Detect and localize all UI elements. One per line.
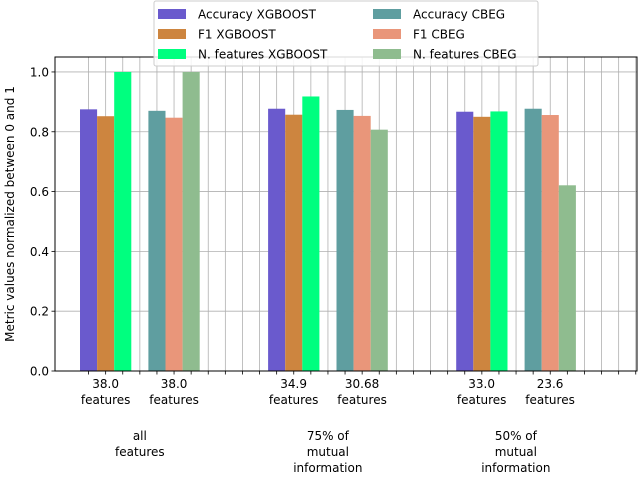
y-tick-label: 0.6: [30, 185, 49, 199]
bar-cbeg-accuracy: [336, 109, 354, 371]
x-tick-label-cbeg: 30.68 features: [337, 377, 387, 407]
bar-xgboost-f1: [473, 116, 491, 371]
bar-xgboost-n-features: [114, 71, 132, 371]
legend-swatch: [158, 9, 186, 19]
bar-cbeg-n-features: [370, 129, 388, 371]
x-tick-label-cbeg: 38.0 features: [149, 377, 199, 407]
legend-label: Accuracy XGBOOST: [198, 8, 317, 22]
legend-swatch: [373, 29, 401, 39]
bar-cbeg-f1: [541, 115, 559, 372]
legend-label: F1 CBEG: [413, 28, 465, 42]
legend-box: [153, 0, 539, 67]
bar-cbeg-f1: [353, 115, 371, 371]
bars: [80, 71, 576, 372]
y-tick-label: 0.0: [30, 365, 49, 379]
bar-cbeg-f1: [165, 117, 183, 371]
group-label: 75% of mutual information: [293, 429, 362, 475]
y-tick-label: 0.2: [30, 305, 49, 319]
bar-xgboost-f1: [97, 116, 115, 371]
y-axis-label: Metric values normalized between 0 and 1: [3, 86, 17, 342]
bar-cbeg-n-features: [182, 71, 200, 371]
legend-label: Accuracy CBEG: [413, 8, 505, 22]
legend-label: F1 XGBOOST: [198, 28, 276, 42]
y-tick-label: 1.0: [30, 65, 49, 79]
bar-xgboost-accuracy: [268, 108, 286, 372]
group-label: all features: [115, 429, 165, 459]
x-tick-label-xgboost: 38.0 features: [81, 377, 131, 407]
bar-xgboost-accuracy: [80, 109, 98, 371]
legend-swatch: [373, 9, 401, 19]
y-tick-label: 0.8: [30, 125, 49, 139]
legend-label: N. features XGBOOST: [198, 48, 328, 62]
bar-xgboost-n-features: [490, 111, 508, 371]
legend: Accuracy XGBOOST F1 XGBOOST N. features XG…: [153, 0, 539, 67]
y-axis: 0.0 0.2 0.4 0.6 0.8 1.0: [30, 65, 55, 379]
bar-xgboost-n-features: [302, 96, 320, 371]
x-tick-label-xgboost: 33.0 features: [457, 377, 507, 407]
legend-swatch: [158, 49, 186, 59]
legend-label: N. features CBEG: [413, 48, 517, 62]
bar-cbeg-n-features: [558, 185, 576, 371]
group-label: 50% of mutual information: [481, 429, 550, 475]
x-axis: 38.0 features 38.0 features all features 34.9 f…: [81, 371, 637, 475]
bar-cbeg-accuracy: [148, 110, 166, 371]
legend-swatch: [158, 29, 186, 39]
x-tick-label-cbeg: 23.6 features: [525, 377, 575, 407]
bar-xgboost-f1: [285, 114, 303, 372]
x-tick-label-xgboost: 34.9 features: [269, 377, 319, 407]
bar-cbeg-accuracy: [524, 108, 542, 372]
y-tick-label: 0.4: [30, 245, 49, 259]
bar-xgboost-accuracy: [456, 111, 474, 372]
legend-swatch: [373, 49, 401, 59]
